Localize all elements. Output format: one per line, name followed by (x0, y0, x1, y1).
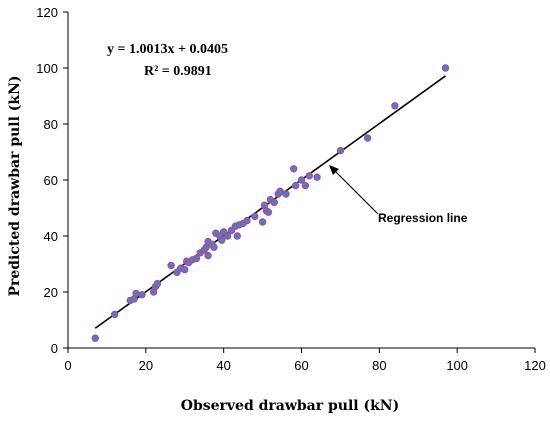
annotation-arrow-line (330, 166, 379, 215)
regression-line-annotation: Regression line (378, 211, 468, 225)
x-tick-label: 40 (216, 358, 230, 373)
data-point (313, 173, 321, 181)
y-tick-label: 20 (44, 285, 58, 300)
r-squared-label: R² = 0.9891 (144, 64, 212, 79)
data-point (210, 243, 218, 251)
y-tick-label: 120 (36, 5, 58, 20)
data-point (305, 172, 313, 180)
annotation-arrowhead (329, 165, 339, 175)
x-tick-label: 0 (64, 358, 71, 373)
data-point (153, 279, 162, 288)
data-point (167, 261, 175, 270)
data-point (336, 146, 345, 155)
x-tick-label: 20 (139, 358, 153, 373)
data-point (218, 236, 226, 244)
data-point (243, 216, 251, 225)
data-point (264, 208, 273, 216)
y-tick-label: 80 (44, 117, 58, 132)
y-axis-title: Predicted drawbar pull (kN) (7, 75, 23, 296)
data-point (391, 102, 399, 110)
data-point (223, 232, 232, 240)
data-point (233, 232, 241, 240)
data-point (441, 64, 450, 72)
data-point (192, 254, 201, 263)
data-point (282, 190, 290, 198)
data-point (270, 198, 278, 207)
data-point (291, 181, 300, 190)
data-point (204, 251, 212, 260)
data-point (138, 291, 146, 299)
data-point (301, 181, 310, 190)
y-tick-label: 60 (44, 173, 58, 188)
regression-equation: y = 1.0013x + 0.0405 (107, 42, 228, 57)
x-tick-label: 100 (446, 358, 468, 373)
data-point (276, 187, 284, 195)
data-point (297, 176, 306, 184)
x-tick-label: 120 (524, 358, 546, 373)
data-point (251, 212, 259, 221)
data-point (363, 134, 372, 142)
x-axis-title: Observed drawbar pull (kN) (181, 398, 399, 414)
data-point (258, 218, 267, 226)
data-point (290, 165, 298, 173)
y-tick-label: 0 (51, 341, 58, 356)
y-tick-label: 100 (36, 61, 58, 76)
ticks: 0 20 40 60 80 100 120 0 20 40 60 80 100 120 (36, 5, 546, 373)
data-point (111, 310, 119, 319)
y-tick-label: 40 (44, 229, 58, 244)
x-tick-label: 60 (294, 358, 308, 373)
data-point (181, 265, 189, 274)
x-tick-label: 80 (372, 358, 386, 373)
data-point (91, 334, 99, 342)
data-points (91, 64, 450, 342)
